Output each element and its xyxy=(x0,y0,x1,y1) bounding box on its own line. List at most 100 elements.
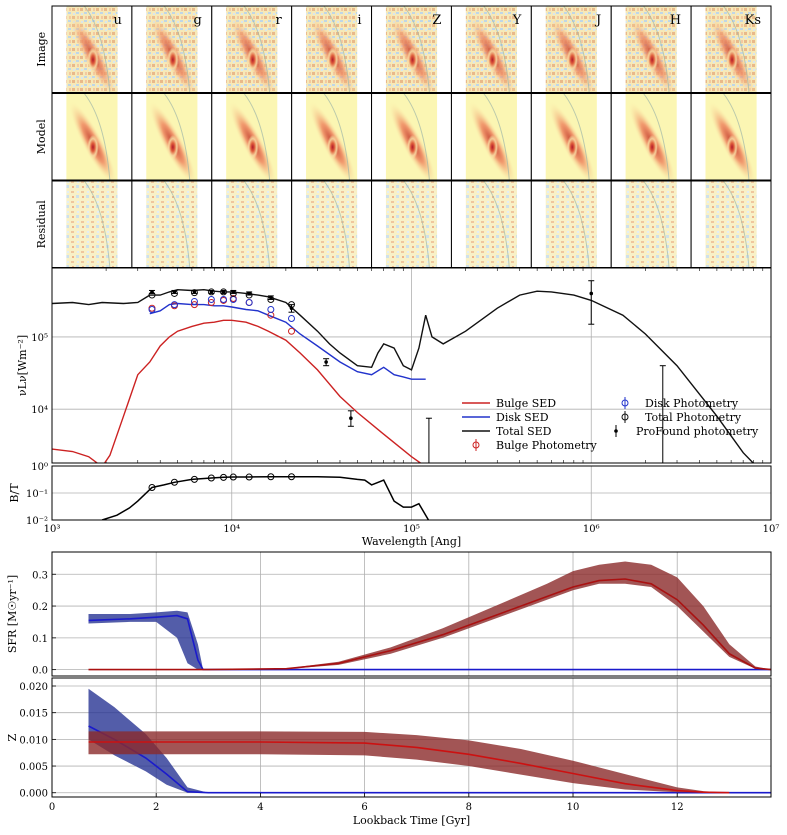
sed-x-tick-label: 10³ xyxy=(44,524,61,535)
sfr-frame xyxy=(51,551,772,677)
wavelength-x-axis-label: Wavelength [Ang] xyxy=(362,535,461,548)
profound-marker xyxy=(589,291,594,296)
disk_photometry-marker xyxy=(148,305,156,313)
mosaic-cell-Y-model xyxy=(450,93,532,186)
profound-marker xyxy=(231,290,236,294)
galaxy-core xyxy=(327,47,339,72)
mosaic-cell-g-model xyxy=(131,93,213,186)
legend-entry-label: Bulge Photometry xyxy=(496,439,598,452)
galaxy-core xyxy=(566,135,578,160)
band-label-u: u xyxy=(114,13,122,28)
galaxy-core xyxy=(167,47,179,72)
sed-y-axis-label: νLν[Wm⁻²] xyxy=(16,335,29,396)
zpanel-plot-area xyxy=(88,688,771,794)
bt-marker xyxy=(148,483,156,491)
galaxy-core xyxy=(566,47,578,72)
sfr-y-axis-label: SFR [M☉yr⁻¹] xyxy=(6,575,19,653)
contour-line xyxy=(163,180,191,268)
cell-image xyxy=(625,181,677,268)
mosaic-cell-i-model xyxy=(291,93,373,186)
cell-image xyxy=(146,181,198,268)
disk_photometry-marker xyxy=(288,315,296,323)
mosaic-cell-i-residual xyxy=(291,180,373,268)
contour-line xyxy=(722,180,750,268)
profound-marker xyxy=(661,480,665,484)
bulge_photometry-marker xyxy=(207,298,215,306)
band-label-i: i xyxy=(357,13,361,28)
mosaic-cell-H-image: H xyxy=(610,5,692,98)
sfr-series-line-1 xyxy=(88,578,771,671)
galaxy-core xyxy=(646,135,658,160)
sfr-y-tick-label: 0.0 xyxy=(32,666,48,677)
contour-line xyxy=(643,93,670,181)
mosaic-cell-Y-image: Y xyxy=(450,5,532,98)
contour-line xyxy=(563,93,590,181)
bt-marker xyxy=(229,473,237,481)
mosaic-cell-J-residual xyxy=(530,180,612,268)
total_photometry-marker xyxy=(220,288,228,296)
bt-y-tick-label: 10⁰ xyxy=(31,462,48,473)
profound-marker xyxy=(172,290,177,294)
band-label-H: H xyxy=(670,13,681,28)
contour-line xyxy=(403,5,430,93)
legend-entry-label: Total SED xyxy=(496,425,552,438)
zpanel-x-axis-label: Lookback Time [Gyr] xyxy=(353,814,470,827)
legend-entry-label: Disk Photometry xyxy=(645,397,739,410)
zpanel-x-tick-label: 6 xyxy=(361,802,367,813)
bt-marker xyxy=(190,475,198,483)
contour-line xyxy=(403,180,430,268)
bt-marker xyxy=(207,474,215,482)
sed-series-line-1 xyxy=(149,302,426,380)
profound-marker xyxy=(349,416,353,421)
contour-line xyxy=(563,5,590,93)
mosaic-cell-Z-residual xyxy=(371,180,452,268)
mosaic-cell-Z-model xyxy=(371,93,452,186)
mosaic-cell-Z-image: Z xyxy=(371,5,452,98)
disk_photometry-marker xyxy=(170,301,178,309)
contour-line xyxy=(722,5,750,93)
sed-series-line-2 xyxy=(52,288,755,463)
galaxy-core xyxy=(247,135,259,160)
contour-line xyxy=(83,180,111,268)
sfr-panel: 0.0 0.1 0.2 0.3 SFR [M☉yr⁻¹] xyxy=(6,551,772,677)
contour-line xyxy=(643,180,670,268)
zpanel-x-tick-label: 12 xyxy=(671,802,684,813)
zpanel-y-tick-label: 0.005 xyxy=(19,762,48,773)
mosaic-cell-r-image: r xyxy=(211,5,293,98)
metallicity-panel: 0.000 0.005 0.010 0.015 0.020 Z 0 2 4 6 8 10 12 Lookb… xyxy=(6,677,772,827)
sed-plot-area xyxy=(52,280,755,484)
bt-marker xyxy=(245,473,253,481)
mosaic-cell-J-image: J xyxy=(530,5,612,98)
zpanel-y-tick-label: 0.000 xyxy=(19,789,48,800)
sfr-y-tick-label: 0.3 xyxy=(32,570,48,581)
row-label-model: Model xyxy=(35,119,48,154)
mosaic-cell-r-residual xyxy=(211,180,293,268)
bt-y-axis-label: B/T xyxy=(8,483,21,503)
mosaic-cell-Ks-model xyxy=(690,93,772,186)
contour-line xyxy=(243,180,271,268)
sed-x-tick-label: 10⁶ xyxy=(583,524,600,535)
zpanel-y-tick-label: 0.015 xyxy=(19,709,48,720)
profound-marker xyxy=(150,290,154,294)
cell-frame xyxy=(690,93,772,181)
zpanel-series-line-1 xyxy=(88,741,730,794)
zpanel-frame xyxy=(51,677,772,798)
mosaic-cell-u-residual xyxy=(51,180,133,268)
bt-marker xyxy=(288,473,296,481)
contour-line xyxy=(323,93,351,181)
galaxy-core xyxy=(87,135,99,160)
galaxy-core xyxy=(327,135,339,160)
bt-plot-area xyxy=(101,473,430,520)
contour-line xyxy=(563,180,590,268)
cell-image xyxy=(306,181,358,268)
contour-line xyxy=(323,180,351,268)
profound-marker xyxy=(269,295,273,300)
sed-series-line-0 xyxy=(52,319,422,463)
sed-x-tick-label: 10⁷ xyxy=(763,524,780,535)
sfr-y-tick-label: 0.1 xyxy=(32,634,48,645)
galaxy-core xyxy=(646,47,658,72)
row-label-image: Image xyxy=(35,32,48,67)
disk_photometry-marker xyxy=(267,305,275,313)
cell-image xyxy=(385,181,438,268)
galaxy-core xyxy=(406,135,419,160)
